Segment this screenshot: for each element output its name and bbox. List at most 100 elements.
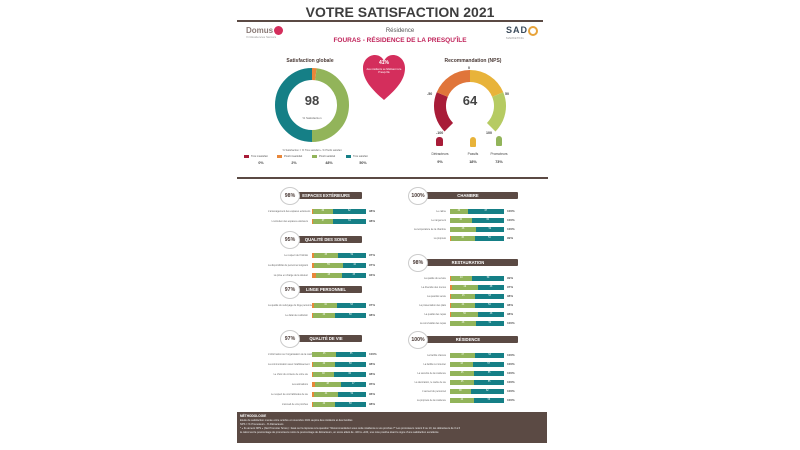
- satisfaction-bar: 45 55: [312, 352, 366, 357]
- bar-segment: 44: [313, 303, 338, 308]
- category-item-label: La convivialité des repas: [419, 322, 446, 325]
- bar-segment: 45: [313, 253, 338, 258]
- bar-segment: 56: [473, 398, 504, 403]
- bar-segment: 42: [343, 263, 366, 268]
- category-item-row: Le respect de vos habitudes de vie 44 52 96…: [268, 392, 408, 398]
- category-item-label: Le respect de vos habitudes de vie: [271, 393, 308, 396]
- category-item-label: L'accueil de vos proches: [281, 403, 308, 406]
- bar-segment: 52: [475, 321, 504, 326]
- category-item-total: 100%: [507, 362, 515, 366]
- fidelity-heart-icon: [363, 55, 405, 100]
- satisfaction-bar: 48 45: [312, 273, 366, 278]
- category-item-label: Le délai de restitution: [285, 314, 308, 317]
- bar-segment: 48: [478, 285, 504, 290]
- bar-segment: 38: [450, 389, 471, 394]
- category-item-total: 98%: [369, 313, 376, 317]
- heart-logo-icon: [274, 26, 284, 36]
- bar-segment: 36: [313, 209, 333, 214]
- legend-swatch: [312, 155, 317, 158]
- gauge-band: [436, 70, 471, 98]
- nps-title: Recommandation (NPS): [444, 58, 502, 64]
- fidelity-text: des résidents se fidélisent à la Presqu'…: [366, 68, 402, 75]
- category-percentage: 98%: [408, 254, 428, 272]
- category-item-label: L'accueil du personnel: [422, 390, 446, 393]
- satisfaction-bar: 40 58: [312, 362, 366, 367]
- satisfaction-bar: 44 53: [312, 303, 366, 308]
- category-item-total: 96%: [369, 392, 376, 396]
- satisfaction-bar: 47 53: [450, 353, 504, 358]
- category-item-row: La température de la chambre 48 52 100%: [396, 227, 536, 233]
- category-item-row: La quantité servie 45 53 98%: [396, 294, 536, 300]
- category-banner: LINGE PERSONNEL: [290, 286, 362, 293]
- category-item-total: 97%: [507, 285, 514, 289]
- section-divider: [237, 177, 548, 179]
- bar-segment: 52: [337, 253, 366, 258]
- category-item-label: La décoration, le cadre de vie: [414, 381, 446, 384]
- legend-item: Très satisfait: [346, 155, 368, 158]
- bar-segment: [450, 285, 452, 290]
- category-item-row: Le choix du contenu de votre vie 38 60 98%: [268, 372, 408, 378]
- methodology-line: NPS = % Promoteurs - % Détracteurs: [240, 423, 284, 426]
- category-item-total: 98%: [369, 209, 376, 213]
- nps-value: 64: [462, 93, 478, 108]
- category-item-label: La température de la chambre: [413, 228, 446, 231]
- category-item-total: 100%: [507, 380, 515, 384]
- bar-segment: 52: [475, 227, 504, 232]
- category-banner: QUALITÉ DES SOINS: [290, 236, 362, 243]
- bar-segment: 58: [334, 362, 366, 367]
- satisfaction-bar: 38 62: [450, 389, 504, 394]
- methodology-title: MÉTHODOLOGIE: [240, 414, 267, 418]
- title-divider: [237, 20, 543, 22]
- nps-tick: 0: [468, 66, 470, 70]
- detractor-person-icon: [436, 137, 443, 146]
- nps-gauge: [434, 70, 506, 132]
- donut-slice: [311, 68, 349, 142]
- category-item-label: La qualité du service: [424, 277, 446, 280]
- category-item-row: L'entretien des espaces extérieurs 37 61 98…: [268, 219, 408, 225]
- category-item-row: La qualité du nettoyage du linge personn…: [268, 303, 408, 309]
- satisfaction-bar: 45 53: [450, 294, 504, 299]
- bar-segment: [312, 273, 316, 278]
- bar-segment: [312, 392, 315, 397]
- bar-segment: 45: [450, 380, 475, 385]
- category-item-row: L'aménagement des espaces extérieurs 36 62…: [268, 209, 408, 215]
- satisfaction-bar: 45 55: [450, 380, 504, 385]
- category-item-total: 98%: [369, 402, 376, 406]
- gauge-band: [486, 92, 506, 132]
- category-banner: QUALITÉ DE VIE: [290, 335, 362, 342]
- gauge-band: [434, 92, 454, 132]
- passive-person-icon: [470, 137, 476, 147]
- category-item-label: La sécurité de la résidence: [417, 372, 446, 375]
- category-item-row: La convivialité des repas 48 52 100%: [396, 321, 536, 327]
- category-item-row: La propreté 45 54 99%: [396, 236, 536, 242]
- bar-segment: 57: [473, 362, 504, 367]
- category-banner: ESPACES EXTÉRIEURS: [290, 192, 362, 199]
- satisfaction-bar: 44 52: [312, 392, 366, 397]
- satisfaction-bar: 45 54: [450, 236, 504, 241]
- legend-value: 50%: [359, 161, 367, 165]
- category-title: QUALITÉ DE VIE: [309, 336, 343, 341]
- category-item-total: 99%: [507, 276, 514, 280]
- category-item-total: 98%: [369, 362, 376, 366]
- bar-segment: 45: [341, 273, 366, 278]
- bar-segment: 50: [451, 312, 479, 317]
- bar-segment: 53: [475, 294, 504, 299]
- category-item-label: La présentation des plats: [419, 304, 446, 307]
- legend-item: Très insatisfait: [244, 155, 268, 158]
- satisfaction-bar: 50 48: [450, 312, 504, 317]
- category-title: LINGE PERSONNEL: [305, 287, 347, 292]
- satisfaction-bar: 48 52: [450, 321, 504, 326]
- bar-segment: 59: [472, 276, 504, 281]
- satisfaction-bar: 40 58: [312, 313, 366, 318]
- category-item-label: La facilité d'accès: [427, 354, 446, 357]
- bar-segment: [312, 313, 314, 318]
- bar-segment: [312, 362, 314, 367]
- category-item-label: L'aménagement des espaces extérieurs: [268, 210, 311, 213]
- category-percentage: 95%: [280, 231, 300, 249]
- category-item-total: 98%: [507, 303, 514, 307]
- bar-segment: [312, 303, 314, 308]
- category-item-total: 100%: [507, 218, 515, 222]
- bar-segment: 55: [474, 380, 504, 385]
- bar-segment: 58: [334, 402, 366, 407]
- bar-segment: 48: [315, 273, 342, 278]
